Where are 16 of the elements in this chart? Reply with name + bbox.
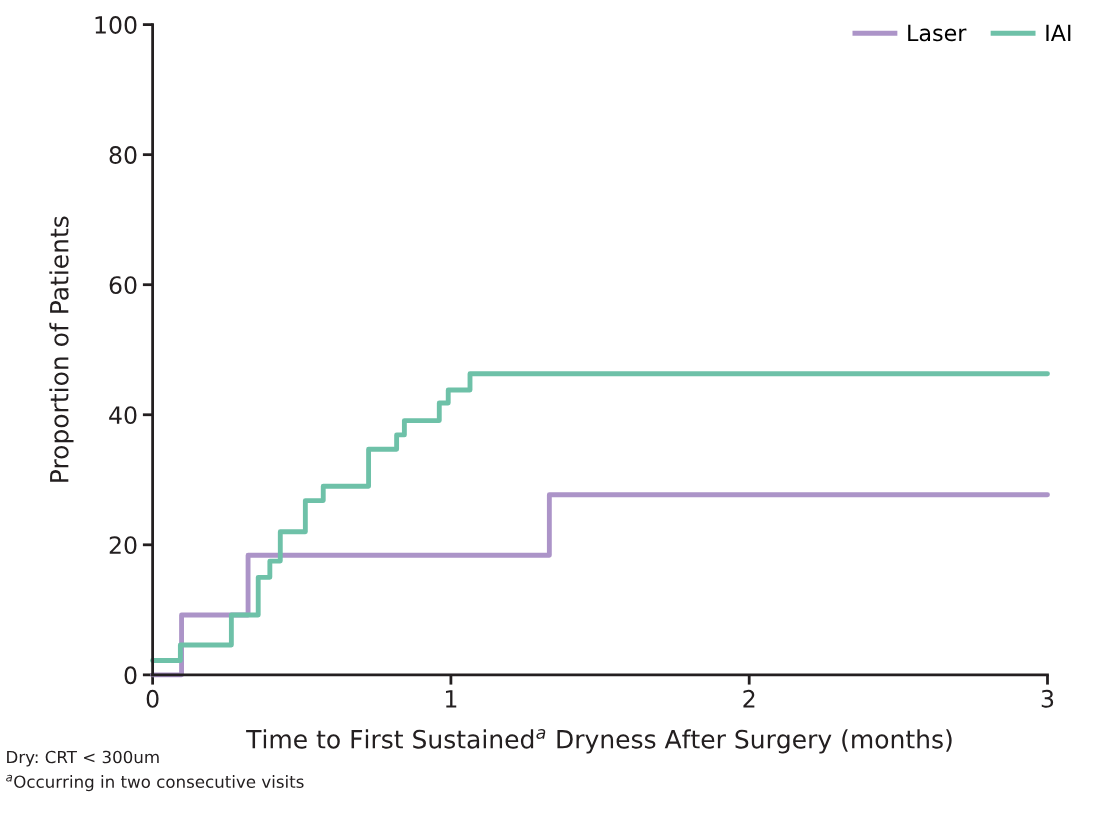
y-tick-label: 20 (109, 536, 137, 555)
text: Dry: CRT < 300um (7, 750, 159, 767)
legend-label: IAI (1046, 24, 1071, 41)
y-axis-title: Proportion of Patients (49, 216, 74, 482)
y-tick-label: 40 (109, 406, 137, 425)
y-tick-label: 100 (95, 16, 137, 34)
x-axis-title: Time to First Sustained$^{a}$ Dryness After Surgery (months) (246, 728, 952, 754)
legend-label: Laser (908, 24, 967, 42)
x-tick-label: 3 (1041, 689, 1054, 708)
y-tick-label: 60 (109, 276, 137, 295)
x-tick-label: 0 (146, 689, 159, 708)
x-tick-label: 1 (445, 690, 457, 708)
y-tick-label: 80 (109, 146, 137, 164)
text: $^{a}$Occurring in two consecutive visits (6, 774, 304, 792)
y-tick-label: 0 (124, 666, 137, 685)
x-tick-label: 2 (743, 689, 755, 708)
